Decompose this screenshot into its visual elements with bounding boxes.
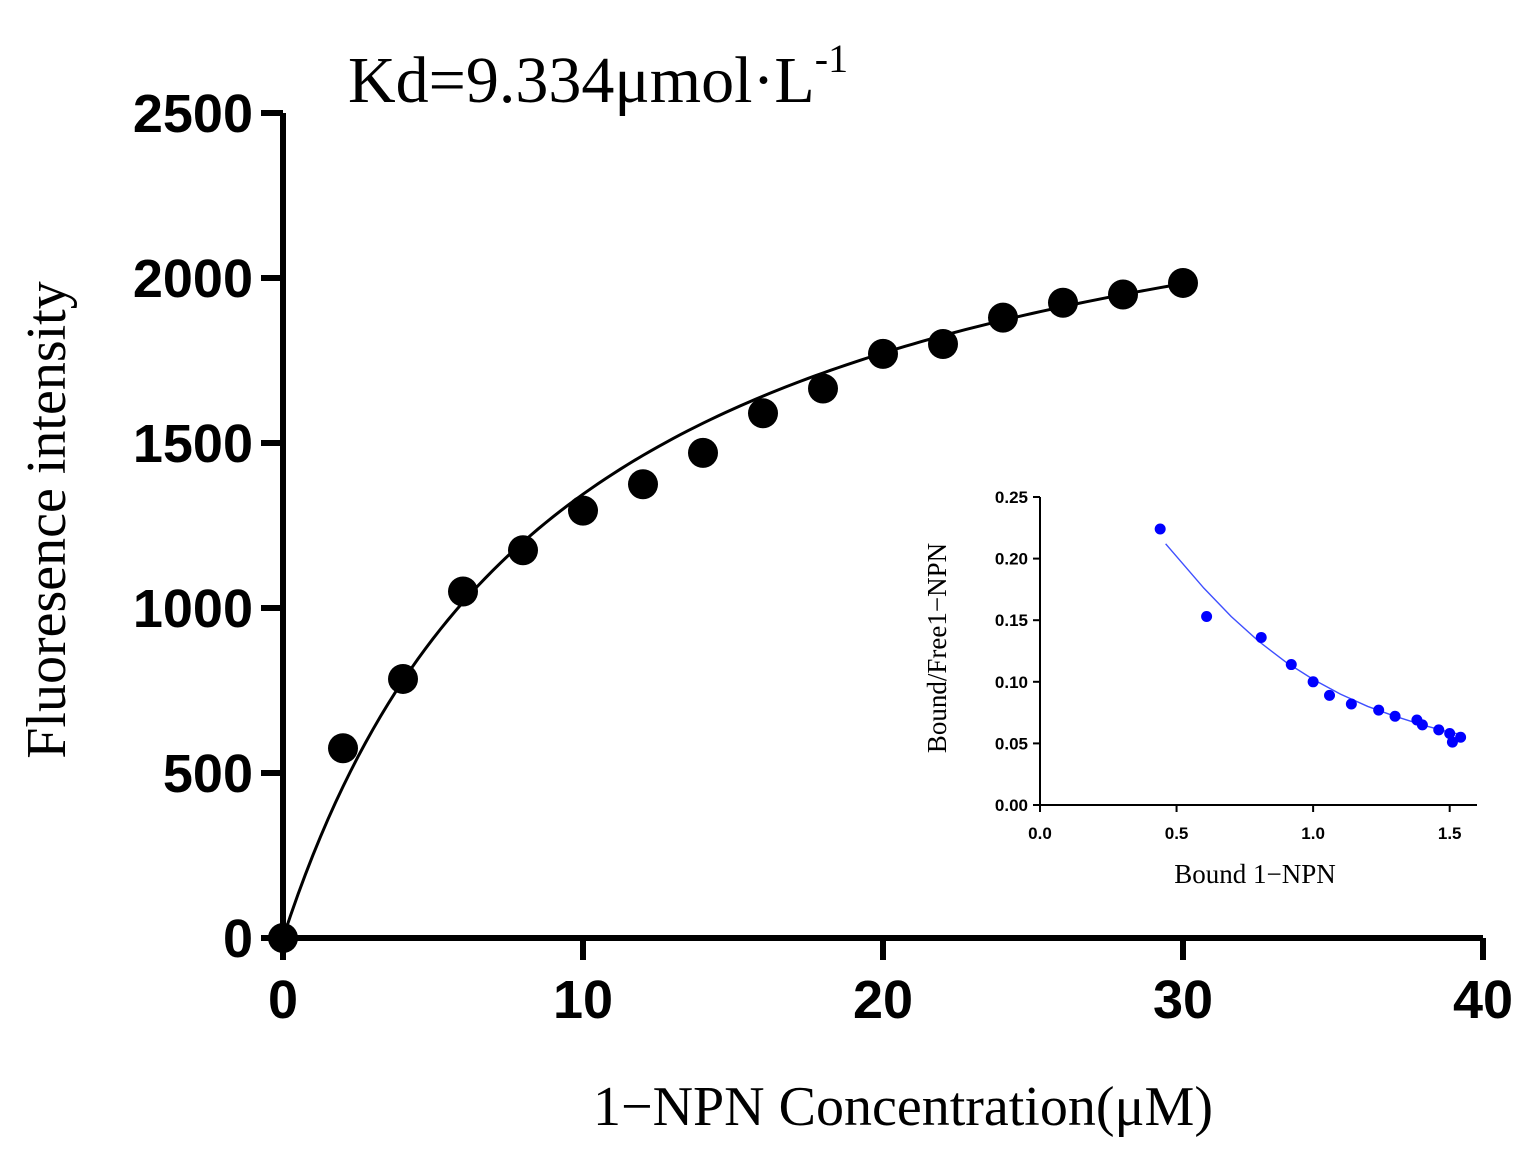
main-data-point: [388, 663, 418, 694]
main-x-tick-label: 10: [553, 970, 613, 1030]
main-x-tick-label: 0: [268, 970, 298, 1030]
chart-title-superscript: -1: [815, 36, 848, 81]
chart-title-text: Kd=9.334μmol·L: [348, 44, 815, 117]
inset-data-point: [1433, 724, 1445, 736]
main-data-point: [688, 437, 718, 468]
main-data-point: [268, 923, 298, 953]
main-y-tick-label: 2500: [133, 84, 253, 144]
inset-y-tick-label: 0.15: [995, 611, 1028, 630]
inset-fit-curve: [1165, 543, 1464, 736]
main-data-point: [748, 398, 778, 429]
main-y-tick-label: 1500: [133, 414, 253, 474]
inset-data-point: [1255, 631, 1267, 643]
inset-data-point: [1324, 689, 1336, 701]
main-data-point: [988, 302, 1018, 333]
inset-data-point: [1154, 523, 1166, 535]
main-y-tick-label: 500: [163, 744, 253, 804]
inset-x-tick-label: 1.0: [1301, 824, 1325, 843]
main-data-point: [808, 373, 838, 404]
inset-data-point: [1345, 698, 1357, 710]
inset-y-tick-label: 0.20: [995, 550, 1028, 569]
inset-y-tick-label: 0.10: [995, 673, 1028, 692]
main-y-tick-label: 1000: [133, 579, 253, 639]
inset-x-tick-label: 1.5: [1438, 824, 1462, 843]
main-data-point: [328, 733, 358, 764]
inset-x-tick-label: 0.0: [1028, 824, 1052, 843]
main-data-point: [1048, 287, 1078, 318]
main-data-point: [868, 338, 898, 369]
main-y-axis-title: Fluoresence intensity: [16, 281, 78, 758]
main-x-tick-label: 40: [1453, 970, 1513, 1030]
inset-data-point: [1201, 611, 1213, 623]
main-data-point: [928, 329, 958, 359]
inset-plot: 0.0 0.5 1.0 1.5 0.00 0.05 0.10 0.15 0.20 0.25: [995, 488, 1477, 843]
main-data-point: [508, 535, 538, 566]
main-x-tick-label: 20: [853, 970, 913, 1030]
inset-data-point: [1307, 676, 1319, 688]
main-data-point: [568, 495, 598, 526]
main-data-point: [1108, 279, 1138, 310]
chart-title: Kd=9.334μmol·L-1: [348, 36, 848, 117]
inset-data-point: [1416, 719, 1428, 731]
main-y-tick-label: 2000: [133, 249, 253, 309]
inset-x-axis-title: Bound 1−NPN: [1174, 859, 1336, 889]
inset-x-tick-label: 0.5: [1165, 824, 1189, 843]
main-x-tick-label: 30: [1153, 970, 1213, 1030]
inset-data-point: [1455, 731, 1467, 743]
inset-data-point: [1446, 736, 1458, 748]
inset-data-point: [1444, 728, 1456, 740]
inset-data-point: [1373, 704, 1385, 716]
inset-data-point: [1285, 659, 1297, 671]
main-data-point: [628, 469, 658, 500]
main-x-axis-title: 1−NPN Concentration(μM): [593, 1076, 1213, 1138]
main-data-point: [448, 576, 478, 607]
main-y-tick-label: 0: [223, 909, 253, 969]
main-plot: 0 10 20 30 40 0 500 1000 1500 2000 2500: [133, 84, 1513, 1030]
main-fit-curve: [281, 282, 1184, 939]
inset-y-axis-title: Bound/Free1−NPN: [922, 543, 952, 753]
inset-y-tick-label: 0.25: [995, 488, 1028, 507]
inset-y-tick-label: 0.00: [995, 796, 1028, 815]
inset-y-tick-label: 0.05: [995, 734, 1028, 753]
inset-data-point: [1389, 710, 1401, 722]
main-data-point: [1168, 267, 1198, 298]
